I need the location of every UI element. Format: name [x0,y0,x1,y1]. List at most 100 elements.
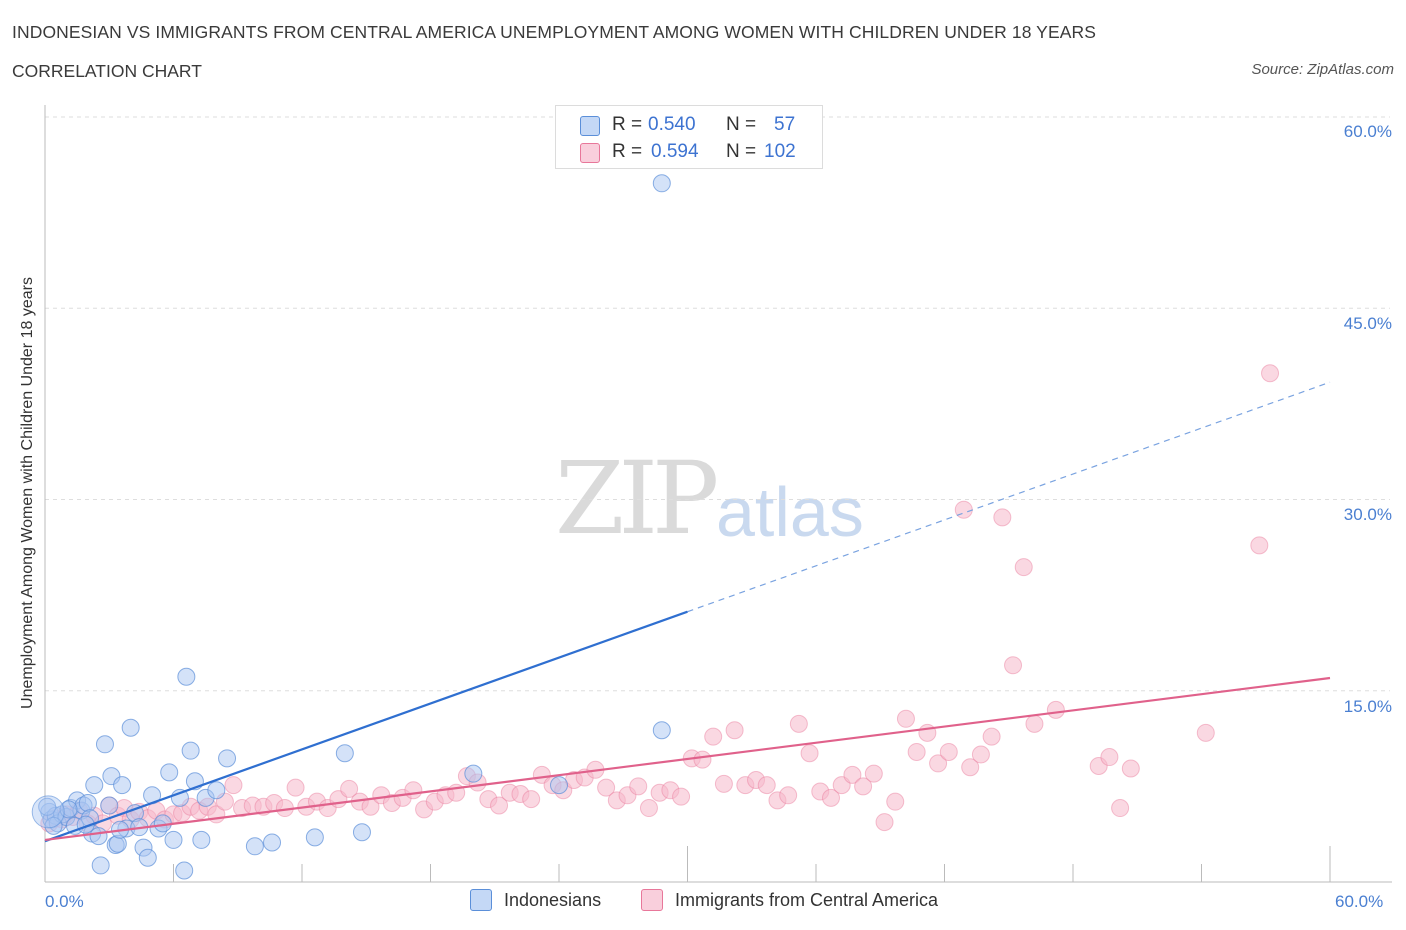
n-value: 57 [774,114,796,135]
point-central-america [1196,723,1215,742]
legend-item-central-america[interactable]: Immigrants from Central America [641,889,938,911]
point-central-america [875,813,894,832]
point-central-america [864,764,883,783]
y-tick-30: 30.0% [1343,505,1392,524]
point-central-america [907,742,926,761]
point-central-america [1121,759,1140,778]
point-central-america [725,721,744,740]
point-indonesians [464,764,483,783]
point-central-america [832,776,851,795]
n-label: N = [726,141,757,162]
point-indonesians [91,856,110,875]
point-indonesians [335,744,354,763]
legend-swatch-indonesians [470,889,492,911]
source-label: Source: ZipAtlas.com [1251,61,1394,78]
point-indonesians [207,781,226,800]
point-central-america [896,709,915,728]
point-central-america [1250,536,1269,555]
point-indonesians [305,828,324,847]
point-central-america [286,778,305,797]
point-central-america [800,744,819,763]
y-tick-15: 15.0% [1343,697,1392,716]
point-indonesians [85,776,104,795]
point-central-america [929,754,948,773]
point-indonesians [652,174,671,193]
x-tick-60: 60.0% [1335,892,1384,911]
point-indonesians [177,667,196,686]
y-tick-60: 60.0% [1343,122,1392,141]
point-indonesians [550,776,568,795]
point-indonesians [95,735,114,754]
point-indonesians [78,793,97,812]
stats-row-indonesians: R = 0.540 N = 57 [556,112,822,138]
point-central-america [629,777,648,796]
point-indonesians [652,721,671,740]
point-central-america [639,799,658,818]
point-central-america [843,765,862,784]
point-indonesians [138,848,157,867]
point-central-america [918,723,937,742]
point-central-america [982,727,1001,746]
grid-lines [45,116,1390,692]
point-central-america [532,765,551,784]
point-central-america [939,742,958,761]
point-central-america [971,745,990,764]
point-indonesians [164,830,183,849]
r-value: 0.594 [651,141,699,162]
point-central-america [1046,700,1065,719]
point-indonesians [160,763,179,782]
point-indonesians [100,796,119,815]
point-central-america [757,776,776,795]
point-central-america [404,781,423,800]
point-central-america [672,787,691,806]
point-central-america [779,786,798,805]
point-indonesians [38,797,57,816]
point-indonesians [192,830,211,849]
point-central-america [1100,748,1119,767]
point-indonesians [181,741,200,760]
r-label: R = [612,114,643,135]
legend-item-indonesians[interactable]: Indonesians [470,889,601,911]
point-indonesians [121,718,140,737]
point-central-america [522,790,541,809]
point-central-america [886,792,905,811]
x-tick-0: 0.0% [45,892,84,911]
n-label: N = [726,114,757,135]
point-indonesians [352,823,371,842]
r-value: 0.540 [648,114,696,135]
point-indonesians [44,816,63,835]
point-central-america [597,778,616,797]
point-central-america [714,774,733,793]
r-label: R = [612,141,643,162]
point-indonesians [218,749,237,768]
point-central-america [704,727,723,746]
legend-swatch-central-america [641,889,663,911]
trend-lines [44,381,1331,843]
trend-line-indonesians-projection [687,381,1331,613]
point-central-america [1025,714,1044,733]
stats-swatch-indonesians [580,116,600,136]
stats-row-central-america: R = 0.594 N = 102 [556,139,822,165]
watermark-zip: ZIP [555,440,719,557]
stats-swatch-central-america [580,143,600,163]
point-indonesians [263,833,282,852]
point-central-america [1014,558,1033,577]
point-central-america [224,776,243,795]
stats-legend-box: R = 0.540 N = 57 R = 0.594 N = 102 [555,105,823,169]
point-central-america [340,779,359,798]
point-central-america [1111,799,1130,818]
trend-line-indonesians [44,610,688,843]
point-central-america [961,758,980,777]
point-indonesians-cluster [31,795,65,829]
y-tick-45: 45.0% [1343,314,1392,333]
point-indonesians [245,837,264,856]
chart-title: INDONESIAN VS IMMIGRANTS FROM CENTRAL AM… [12,22,1097,42]
trend-line-central-america [44,676,1331,842]
point-indonesians [175,861,194,880]
point-central-america [693,750,712,769]
point-central-america [993,508,1012,527]
point-central-america [1261,364,1280,383]
point-indonesians [113,776,132,795]
axes [44,105,1392,883]
